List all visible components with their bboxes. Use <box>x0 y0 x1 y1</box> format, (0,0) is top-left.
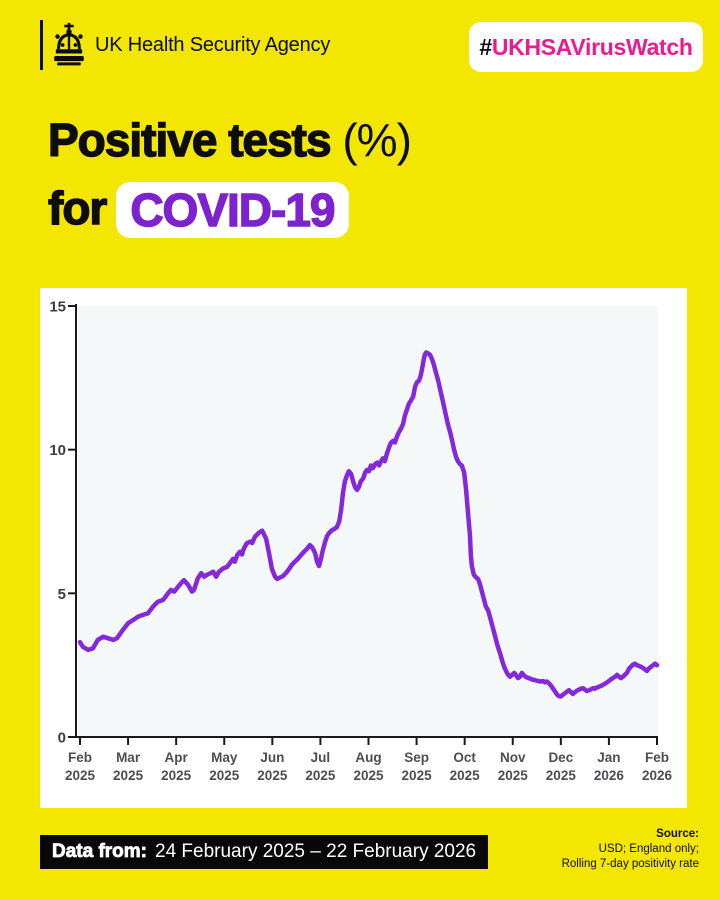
x-tick-month: Feb <box>68 750 92 765</box>
x-tick-month: Aug <box>355 750 381 765</box>
y-tick-label: 0 <box>58 730 66 747</box>
x-tick-year: 2026 <box>642 768 673 783</box>
data-from-label: Data from: <box>52 841 148 863</box>
data-range-badge: Data from: 24 February 2025 – 22 February… <box>40 835 489 869</box>
crown-logo-icon <box>54 22 84 66</box>
agency-brand: UK Health Security Agency <box>40 20 330 70</box>
title-line1-heavy: Positive tests <box>47 113 332 166</box>
brand-divider-bar <box>40 20 43 70</box>
title-line2-prefix: for <box>47 181 108 234</box>
source-label: Source: <box>656 828 699 840</box>
x-tick-year: 2025 <box>402 768 433 783</box>
page-title: Positive tests (%) for COVID-19 <box>47 106 412 242</box>
hashtag-badge: # UKHSAVirusWatch <box>469 22 703 72</box>
x-tick-month: Feb <box>645 750 669 765</box>
x-tick-month: Oct <box>453 750 476 765</box>
x-tick-year: 2025 <box>353 768 384 783</box>
x-tick-month: Jun <box>260 750 284 765</box>
covid-19-highlight: COVID-19 <box>116 182 349 238</box>
hashtag-hash-symbol: # <box>479 33 492 60</box>
x-tick-year: 2026 <box>594 768 625 783</box>
y-tick-label: 15 <box>49 299 66 316</box>
agency-name: UK Health Security Agency <box>95 33 331 56</box>
hashtag-text: UKHSAVirusWatch <box>491 33 693 60</box>
x-tick-year: 2025 <box>450 768 481 783</box>
title-line1-light: (%) <box>330 114 412 166</box>
x-tick-month: Dec <box>548 750 573 765</box>
chart-card: 0 5 10 15 Feb 2025 Mar 2025 Apr 2025 May 2025 Jun 202… <box>40 288 687 808</box>
y-tick-label: 5 <box>58 586 66 603</box>
source-note: Source: USD; England only; Rolling 7-day… <box>562 827 699 872</box>
x-tick-month: May <box>211 750 238 765</box>
x-tick-month: Sep <box>404 750 429 765</box>
plot-area <box>78 306 658 737</box>
positivity-line-chart: 0 5 10 15 Feb 2025 Mar 2025 Apr 2025 May 2025 Jun 202… <box>49 299 673 784</box>
x-tick-month: Jan <box>597 750 620 765</box>
x-tick-month: Jul <box>311 750 331 765</box>
x-tick-year: 2025 <box>305 768 336 783</box>
x-tick-month: Apr <box>165 750 189 765</box>
source-line-2: Rolling 7-day positivity rate <box>561 858 699 870</box>
title-line-1: Positive tests (%) <box>47 106 412 174</box>
x-tick-year: 2025 <box>546 768 577 783</box>
data-from-range: 24 February 2025 – 22 February 2026 <box>155 841 477 862</box>
x-tick-month: Mar <box>116 750 141 765</box>
x-tick-year: 2025 <box>257 768 288 783</box>
source-line-1: USD; England only; <box>598 843 699 855</box>
x-tick-year: 2025 <box>65 768 96 783</box>
x-tick-year: 2025 <box>209 768 240 783</box>
title-line-2: for COVID-19 <box>47 174 411 242</box>
x-tick-year: 2025 <box>113 768 144 783</box>
y-tick-label: 10 <box>49 442 66 459</box>
series-line <box>77 350 660 699</box>
x-tick-month: Nov <box>500 750 526 765</box>
x-tick-year: 2025 <box>498 768 529 783</box>
x-tick-year: 2025 <box>161 768 192 783</box>
